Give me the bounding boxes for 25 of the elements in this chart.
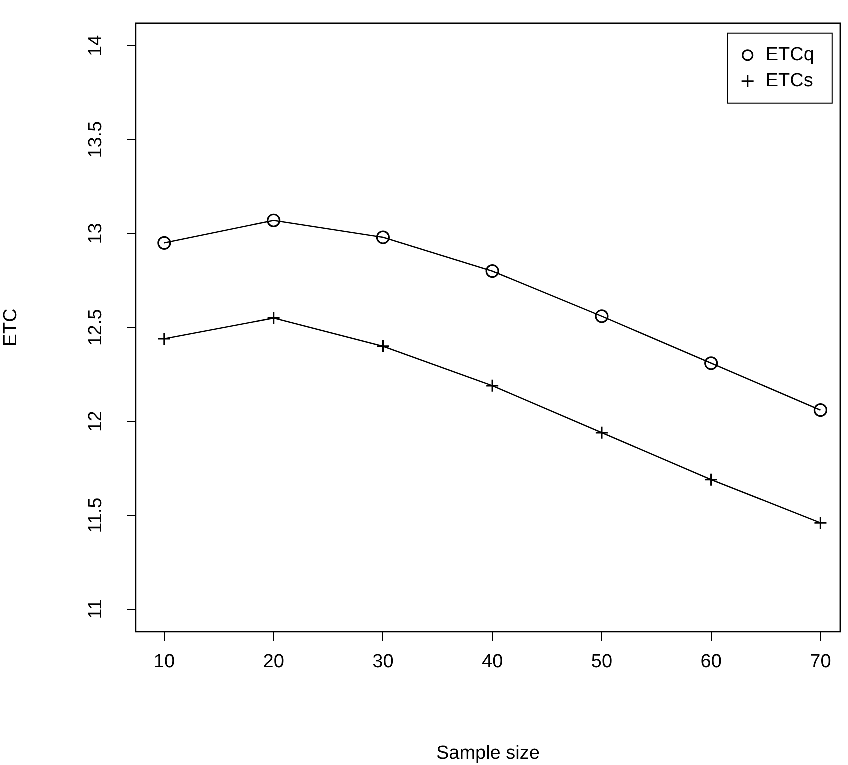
point — [158, 236, 172, 250]
x-tick-label: 30 — [372, 652, 394, 673]
x-tick-label: 60 — [700, 652, 722, 673]
x-tick-label: 50 — [591, 652, 613, 673]
y-tick-label: 13.5 — [86, 121, 107, 158]
y-tick-label: 12.5 — [86, 309, 107, 346]
legend-label: ETCs — [766, 70, 814, 92]
point — [595, 310, 609, 324]
y-tick-label: 11 — [86, 600, 107, 620]
legend-label: ETCq — [766, 44, 814, 66]
x-axis-title: Sample size — [436, 742, 540, 764]
x-tick-label: 10 — [154, 652, 176, 673]
point — [704, 356, 718, 370]
point — [376, 230, 390, 244]
point — [486, 264, 500, 278]
y-tick-label: 11.5 — [86, 498, 107, 534]
x-tick-label: 40 — [482, 652, 504, 673]
y-tick-label: 13 — [86, 223, 107, 244]
point — [814, 404, 828, 418]
x-tick-label: 20 — [263, 652, 284, 673]
y-tick-label: 12 — [86, 411, 107, 432]
x-tick-label: 70 — [810, 652, 832, 673]
y-axis-title: ETC — [0, 308, 22, 347]
y-tick-label: 14 — [86, 34, 107, 57]
point — [267, 214, 281, 228]
